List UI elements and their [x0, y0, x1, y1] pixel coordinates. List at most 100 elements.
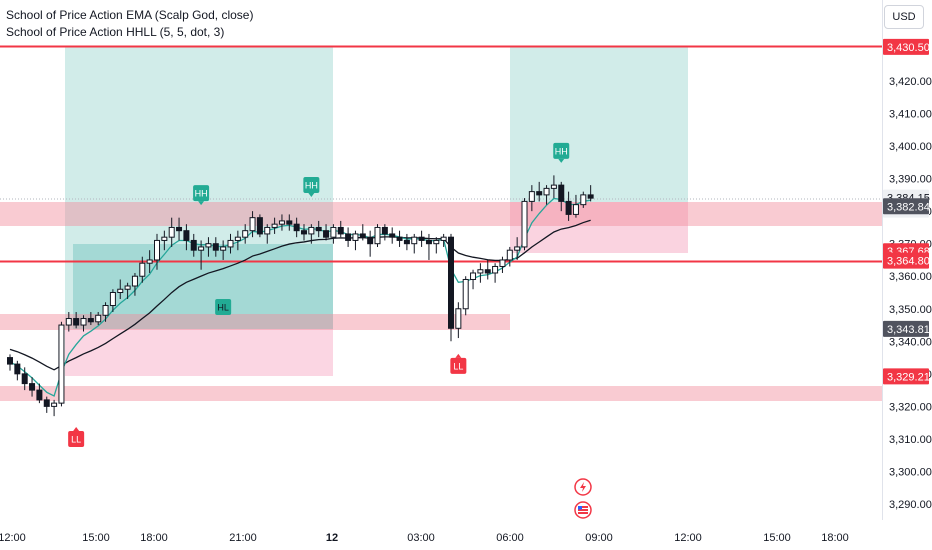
- candle[interactable]: [396, 230, 403, 247]
- candle[interactable]: [440, 233, 447, 247]
- candle[interactable]: [139, 256, 146, 283]
- candle[interactable]: [190, 233, 197, 257]
- candle[interactable]: [301, 224, 307, 241]
- indicator-legend[interactable]: School of Price Action EMA (Scalp God, c…: [6, 7, 253, 41]
- candle[interactable]: [521, 198, 528, 251]
- candle[interactable]: [183, 224, 190, 251]
- price-tag: 3,343.81: [883, 320, 930, 337]
- candle[interactable]: [51, 399, 58, 417]
- candle[interactable]: [131, 272, 138, 296]
- candle[interactable]: [455, 302, 462, 339]
- candle[interactable]: [14, 360, 21, 381]
- candle[interactable]: [352, 230, 359, 251]
- time-tick-label: 18:00: [140, 532, 168, 544]
- candle[interactable]: [95, 312, 102, 326]
- us-flag-icon[interactable]: [574, 501, 592, 519]
- tp-zone-2: [510, 47, 688, 202]
- candle[interactable]: [433, 237, 440, 254]
- candle[interactable]: [374, 224, 381, 247]
- candle[interactable]: [109, 289, 116, 313]
- candle[interactable]: [572, 194, 579, 218]
- candle[interactable]: [286, 214, 293, 231]
- candle[interactable]: [65, 312, 72, 332]
- candle[interactable]: [323, 224, 330, 241]
- time-axis[interactable]: 12:00 15:00 18:00 21:00 12 03:00 06:00 09:00 12:…: [0, 532, 849, 544]
- candle[interactable]: [448, 233, 454, 342]
- candle[interactable]: [536, 181, 543, 202]
- candle[interactable]: [477, 263, 484, 283]
- candle[interactable]: [558, 181, 565, 212]
- candle[interactable]: [146, 250, 153, 273]
- candle[interactable]: [278, 214, 285, 231]
- candle[interactable]: [168, 217, 175, 247]
- candle[interactable]: [29, 377, 36, 397]
- candle[interactable]: [462, 276, 469, 316]
- candle[interactable]: [256, 214, 263, 238]
- time-tick-label: 15:00: [763, 532, 791, 544]
- candle[interactable]: [381, 224, 388, 241]
- candle[interactable]: [124, 282, 131, 300]
- candle[interactable]: [242, 224, 249, 244]
- candle[interactable]: [337, 220, 344, 238]
- lightning-icon[interactable]: [574, 478, 592, 496]
- candle[interactable]: [220, 240, 227, 260]
- candle[interactable]: [271, 217, 278, 234]
- candle[interactable]: [293, 217, 300, 238]
- candle[interactable]: [102, 302, 109, 322]
- candle[interactable]: [587, 185, 594, 202]
- candle[interactable]: [528, 185, 535, 212]
- candle[interactable]: [389, 227, 396, 244]
- candle[interactable]: [58, 321, 65, 407]
- candle[interactable]: [264, 224, 271, 244]
- candle[interactable]: [87, 312, 94, 326]
- candle[interactable]: [205, 237, 212, 257]
- sl-zone-2: [510, 202, 688, 253]
- candle[interactable]: [550, 175, 557, 199]
- candle[interactable]: [367, 230, 374, 257]
- candle[interactable]: [359, 224, 366, 241]
- candle[interactable]: [21, 367, 28, 391]
- candle[interactable]: [161, 230, 168, 251]
- candle[interactable]: [411, 233, 418, 254]
- pivot-marker-label: HL: [217, 303, 229, 313]
- candle[interactable]: [506, 246, 513, 267]
- price-tick-label: 3,360.00: [889, 271, 932, 283]
- price-tick-label: 3,390.00: [889, 174, 932, 186]
- candle[interactable]: [565, 191, 572, 221]
- legend-hhll[interactable]: School of Price Action HHLL (5, 5, dot, …: [6, 25, 225, 39]
- candle[interactable]: [36, 383, 43, 404]
- price-tick-label: 3,350.00: [889, 304, 932, 316]
- candle[interactable]: [176, 217, 183, 241]
- candle[interactable]: [403, 233, 410, 251]
- candle[interactable]: [580, 191, 587, 208]
- candle[interactable]: [80, 315, 87, 332]
- currency-button[interactable]: USD: [884, 5, 924, 29]
- legend-ema[interactable]: School of Price Action EMA (Scalp God, c…: [6, 8, 254, 22]
- candle[interactable]: [117, 279, 124, 300]
- entry-zone-1: [73, 244, 333, 329]
- candle[interactable]: [43, 396, 50, 413]
- candle[interactable]: [308, 224, 315, 244]
- candle[interactable]: [543, 185, 550, 205]
- price-tick-label: 3,300.00: [889, 466, 932, 478]
- candle[interactable]: [470, 269, 477, 290]
- candle[interactable]: [418, 230, 425, 247]
- candle[interactable]: [514, 237, 521, 260]
- candle[interactable]: [484, 259, 491, 280]
- candle[interactable]: [7, 354, 13, 371]
- candle[interactable]: [315, 220, 322, 238]
- candle[interactable]: [499, 256, 506, 273]
- candle[interactable]: [249, 211, 256, 238]
- candle[interactable]: [492, 263, 499, 283]
- candle[interactable]: [198, 240, 205, 270]
- pivot-marker-label: HH: [305, 181, 318, 191]
- candle[interactable]: [227, 233, 234, 254]
- candle[interactable]: [154, 233, 160, 270]
- candle[interactable]: [345, 227, 352, 247]
- candle[interactable]: [73, 312, 80, 329]
- candle[interactable]: [234, 230, 241, 251]
- candle[interactable]: [425, 233, 432, 260]
- candle[interactable]: [330, 224, 337, 244]
- candle[interactable]: [212, 237, 219, 257]
